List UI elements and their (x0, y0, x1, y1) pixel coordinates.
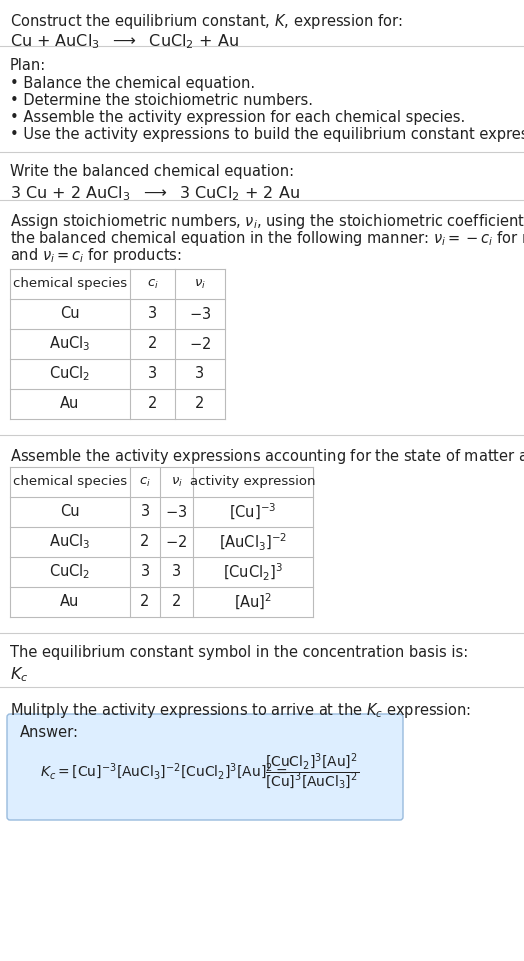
Text: $K_c = [\mathrm{Cu}]^{-3}[\mathrm{AuCl_3}]^{-2}[\mathrm{CuCl_2}]^{3}[\mathrm{Au}: $K_c = [\mathrm{Cu}]^{-3}[\mathrm{AuCl_3… (40, 762, 287, 782)
Text: • Balance the chemical equation.: • Balance the chemical equation. (10, 76, 255, 91)
Text: 3 Cu + 2 AuCl$_3$  $\longrightarrow$  3 CuCl$_2$ + 2 Au: 3 Cu + 2 AuCl$_3$ $\longrightarrow$ 3 Cu… (10, 184, 300, 203)
Text: Au: Au (60, 397, 80, 411)
Text: Assemble the activity expressions accounting for the state of matter and $\nu_i$: Assemble the activity expressions accoun… (10, 447, 524, 466)
Text: 3: 3 (140, 505, 149, 520)
Text: $c_i$: $c_i$ (139, 476, 151, 488)
Text: Write the balanced chemical equation:: Write the balanced chemical equation: (10, 164, 294, 179)
Text: AuCl$_3$: AuCl$_3$ (49, 532, 91, 552)
Text: Assign stoichiometric numbers, $\nu_i$, using the stoichiometric coefficients, $: Assign stoichiometric numbers, $\nu_i$, … (10, 212, 524, 231)
Text: $\dfrac{[\mathrm{CuCl_2}]^{3}[\mathrm{Au}]^{2}}{[\mathrm{Cu}]^{3}[\mathrm{AuCl_3: $\dfrac{[\mathrm{CuCl_2}]^{3}[\mathrm{Au… (265, 752, 359, 792)
Text: $K_c$: $K_c$ (10, 665, 28, 683)
Text: • Use the activity expressions to build the equilibrium constant expression.: • Use the activity expressions to build … (10, 127, 524, 142)
Text: chemical species: chemical species (13, 476, 127, 488)
Text: 3: 3 (140, 564, 149, 579)
Text: $-2$: $-2$ (166, 534, 188, 550)
Text: CuCl$_2$: CuCl$_2$ (49, 562, 91, 581)
Text: CuCl$_2$: CuCl$_2$ (49, 364, 91, 383)
Text: $-2$: $-2$ (189, 336, 211, 352)
Text: 3: 3 (148, 307, 157, 322)
Text: Plan:: Plan: (10, 58, 46, 73)
Text: $[\mathrm{AuCl_3}]^{-2}$: $[\mathrm{AuCl_3}]^{-2}$ (219, 531, 287, 553)
Text: $[\mathrm{CuCl_2}]^{3}$: $[\mathrm{CuCl_2}]^{3}$ (223, 561, 283, 582)
Text: and $\nu_i = c_i$ for products:: and $\nu_i = c_i$ for products: (10, 246, 182, 265)
Text: 2: 2 (140, 534, 150, 550)
Text: $\nu_i$: $\nu_i$ (194, 278, 206, 290)
Text: Cu: Cu (60, 505, 80, 520)
Text: 2: 2 (172, 595, 181, 609)
Text: $-3$: $-3$ (166, 504, 188, 520)
Text: 3: 3 (172, 564, 181, 579)
Text: The equilibrium constant symbol in the concentration basis is:: The equilibrium constant symbol in the c… (10, 645, 468, 660)
Text: • Determine the stoichiometric numbers.: • Determine the stoichiometric numbers. (10, 93, 313, 108)
Text: $c_i$: $c_i$ (147, 278, 158, 290)
Text: $[\mathrm{Au}]^{2}$: $[\mathrm{Au}]^{2}$ (234, 592, 272, 612)
Text: 2: 2 (140, 595, 150, 609)
Text: 3: 3 (148, 366, 157, 382)
Text: Answer:: Answer: (20, 725, 79, 740)
Text: $[\mathrm{Cu}]^{-3}$: $[\mathrm{Cu}]^{-3}$ (230, 502, 277, 522)
Text: 3: 3 (195, 366, 204, 382)
FancyBboxPatch shape (7, 714, 403, 820)
Text: $\nu_i$: $\nu_i$ (170, 476, 182, 488)
Text: Au: Au (60, 595, 80, 609)
Text: activity expression: activity expression (190, 476, 316, 488)
Text: the balanced chemical equation in the following manner: $\nu_i = -c_i$ for react: the balanced chemical equation in the fo… (10, 229, 524, 248)
Text: chemical species: chemical species (13, 278, 127, 290)
Text: 2: 2 (148, 397, 157, 411)
Text: Cu: Cu (60, 307, 80, 322)
Text: $-3$: $-3$ (189, 306, 211, 322)
Text: Mulitply the activity expressions to arrive at the $K_c$ expression:: Mulitply the activity expressions to arr… (10, 701, 471, 720)
Text: 2: 2 (195, 397, 205, 411)
Text: • Assemble the activity expression for each chemical species.: • Assemble the activity expression for e… (10, 110, 465, 125)
Text: AuCl$_3$: AuCl$_3$ (49, 334, 91, 354)
Text: Construct the equilibrium constant, $K$, expression for:: Construct the equilibrium constant, $K$,… (10, 12, 402, 31)
Text: 2: 2 (148, 336, 157, 352)
Text: Cu + AuCl$_3$  $\longrightarrow$  CuCl$_2$ + Au: Cu + AuCl$_3$ $\longrightarrow$ CuCl$_2$… (10, 32, 239, 51)
